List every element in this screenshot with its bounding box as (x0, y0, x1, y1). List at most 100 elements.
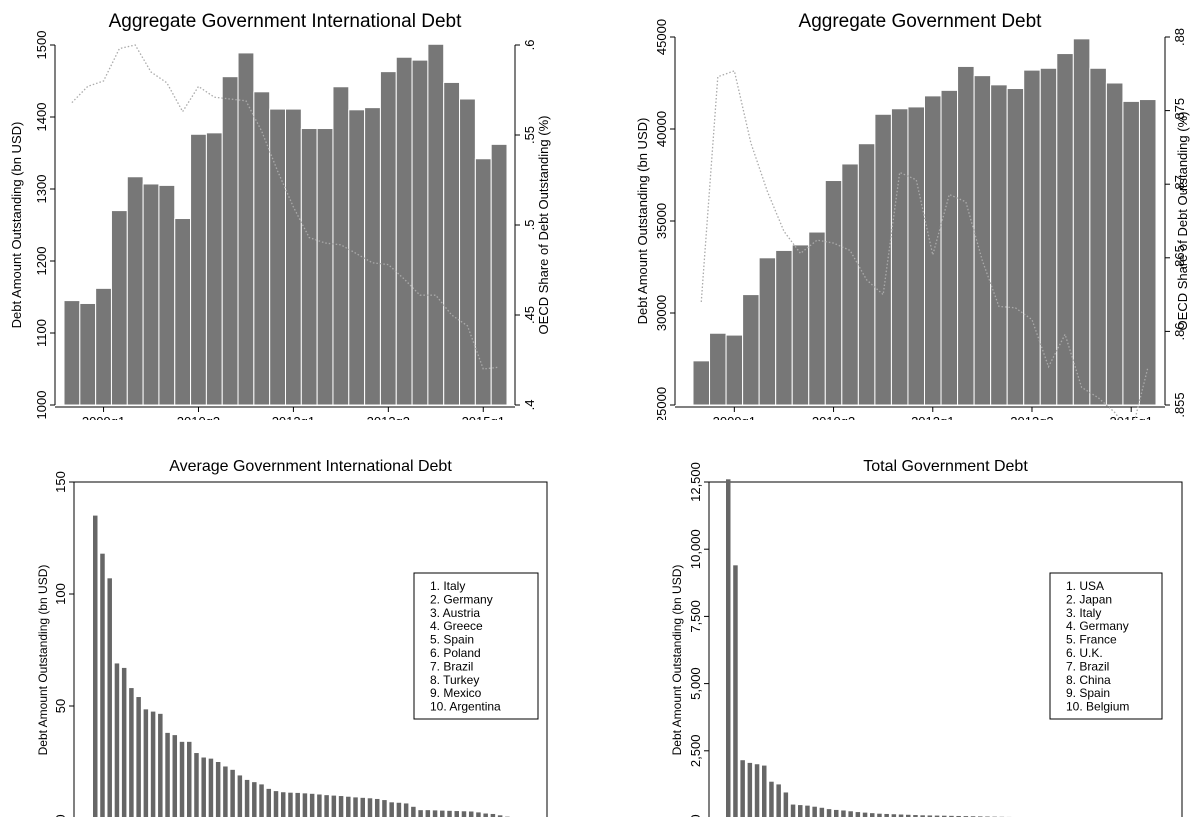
y2-tick-label: .55 (522, 126, 537, 144)
legend-entry: 7. Brazil (430, 659, 473, 673)
bar (143, 184, 159, 405)
bar (791, 805, 796, 817)
bar (433, 810, 438, 817)
bar (187, 742, 192, 817)
y-tick-label: 25000 (654, 387, 669, 420)
bar (412, 60, 428, 405)
bar (324, 795, 329, 817)
bar (447, 811, 452, 817)
bar (941, 90, 958, 405)
bar (136, 697, 141, 817)
bar (743, 295, 760, 405)
bar (863, 813, 868, 817)
bar (317, 129, 333, 405)
bar (382, 800, 387, 817)
bar (173, 735, 178, 817)
legend-entry: 9. Spain (1066, 686, 1110, 700)
bar (469, 812, 474, 817)
bar (222, 77, 238, 405)
bar (784, 792, 789, 817)
bar (483, 814, 488, 817)
bar (230, 770, 235, 817)
bar (380, 72, 396, 405)
y-tick-label: 12,500 (688, 462, 703, 502)
bar (755, 764, 760, 817)
bar (349, 110, 365, 405)
bar (759, 258, 776, 405)
chart-title: Total Government Debt (863, 458, 1028, 475)
bar (841, 810, 846, 817)
bar (245, 780, 250, 817)
legend-entry: 3. Austria (430, 606, 480, 620)
legend-entry: 8. Turkey (430, 673, 479, 687)
bar (267, 789, 272, 817)
bar (444, 82, 460, 405)
y-tick-label: 1200 (34, 247, 49, 276)
legend-entry: 2. Germany (430, 592, 493, 606)
x-tick-label: 2015q1 (462, 414, 505, 420)
legend-entry: 5. Spain (430, 633, 474, 647)
bar (361, 798, 366, 817)
legend-entry: 6. U.K. (1066, 646, 1103, 660)
y-tick-label: 1400 (34, 103, 49, 132)
bar (842, 164, 859, 405)
bar (776, 784, 781, 817)
bar (122, 668, 127, 817)
bar (396, 57, 412, 405)
bar (100, 554, 105, 817)
y2-tick-label: .4 (522, 400, 537, 411)
bar (129, 688, 134, 817)
panel-total-government-debt: Total Government Debt02,5005,0007,50010,… (597, 440, 1194, 817)
y-axis-title: Debt Amount Outstanding (bn USD) (36, 565, 50, 756)
bar (158, 714, 163, 817)
bar (462, 811, 467, 817)
bar (693, 361, 710, 405)
y-tick-label: 1100 (34, 319, 49, 347)
bar (820, 808, 825, 817)
bar (776, 250, 793, 405)
bar (111, 211, 127, 405)
y2-axis-title: OECD Share of Debt Outstanding (%) (536, 116, 551, 335)
legend-entry: 2. Japan (1066, 592, 1112, 606)
bar (1073, 39, 1090, 405)
x-tick-label: 2012q1 (911, 414, 954, 420)
bar (368, 798, 373, 817)
bar (80, 303, 96, 405)
chart-aggregate-international-debt: Aggregate Government International Debt1… (0, 0, 597, 420)
bar (310, 794, 315, 817)
y2-tick-label: .88 (1172, 28, 1187, 46)
y-tick-label: 40000 (654, 111, 669, 147)
y-tick-label: 1000 (34, 391, 49, 420)
y-tick-label: 45000 (654, 19, 669, 55)
bar (127, 177, 143, 405)
bar (491, 144, 507, 405)
y-tick-label: 35000 (654, 203, 669, 239)
bar (201, 758, 206, 817)
x-tick-label: 2009q1 (713, 414, 756, 420)
bar (455, 811, 460, 817)
bar (238, 775, 243, 817)
y-tick-label: 30000 (654, 295, 669, 331)
legend-entry: 9. Mexico (430, 686, 482, 700)
bar (809, 232, 826, 405)
bar (191, 134, 207, 405)
bar (762, 766, 767, 817)
legend-entry: 10. Argentina (430, 700, 501, 714)
bar (748, 763, 753, 817)
x-tick-label: 2013q3 (1010, 414, 1053, 420)
bar (397, 803, 402, 817)
y-axis-title: Debt Amount Outstanding (bn USD) (670, 565, 684, 756)
bar (733, 565, 738, 817)
bar (856, 812, 861, 817)
bar (908, 107, 925, 405)
bar (769, 782, 774, 817)
y-tick-label: 150 (53, 471, 68, 493)
bar (365, 108, 381, 405)
bar (825, 181, 842, 405)
bar (1090, 68, 1107, 405)
bar (165, 733, 170, 817)
y-tick-label: 100 (53, 583, 68, 605)
bar (1040, 68, 1057, 405)
